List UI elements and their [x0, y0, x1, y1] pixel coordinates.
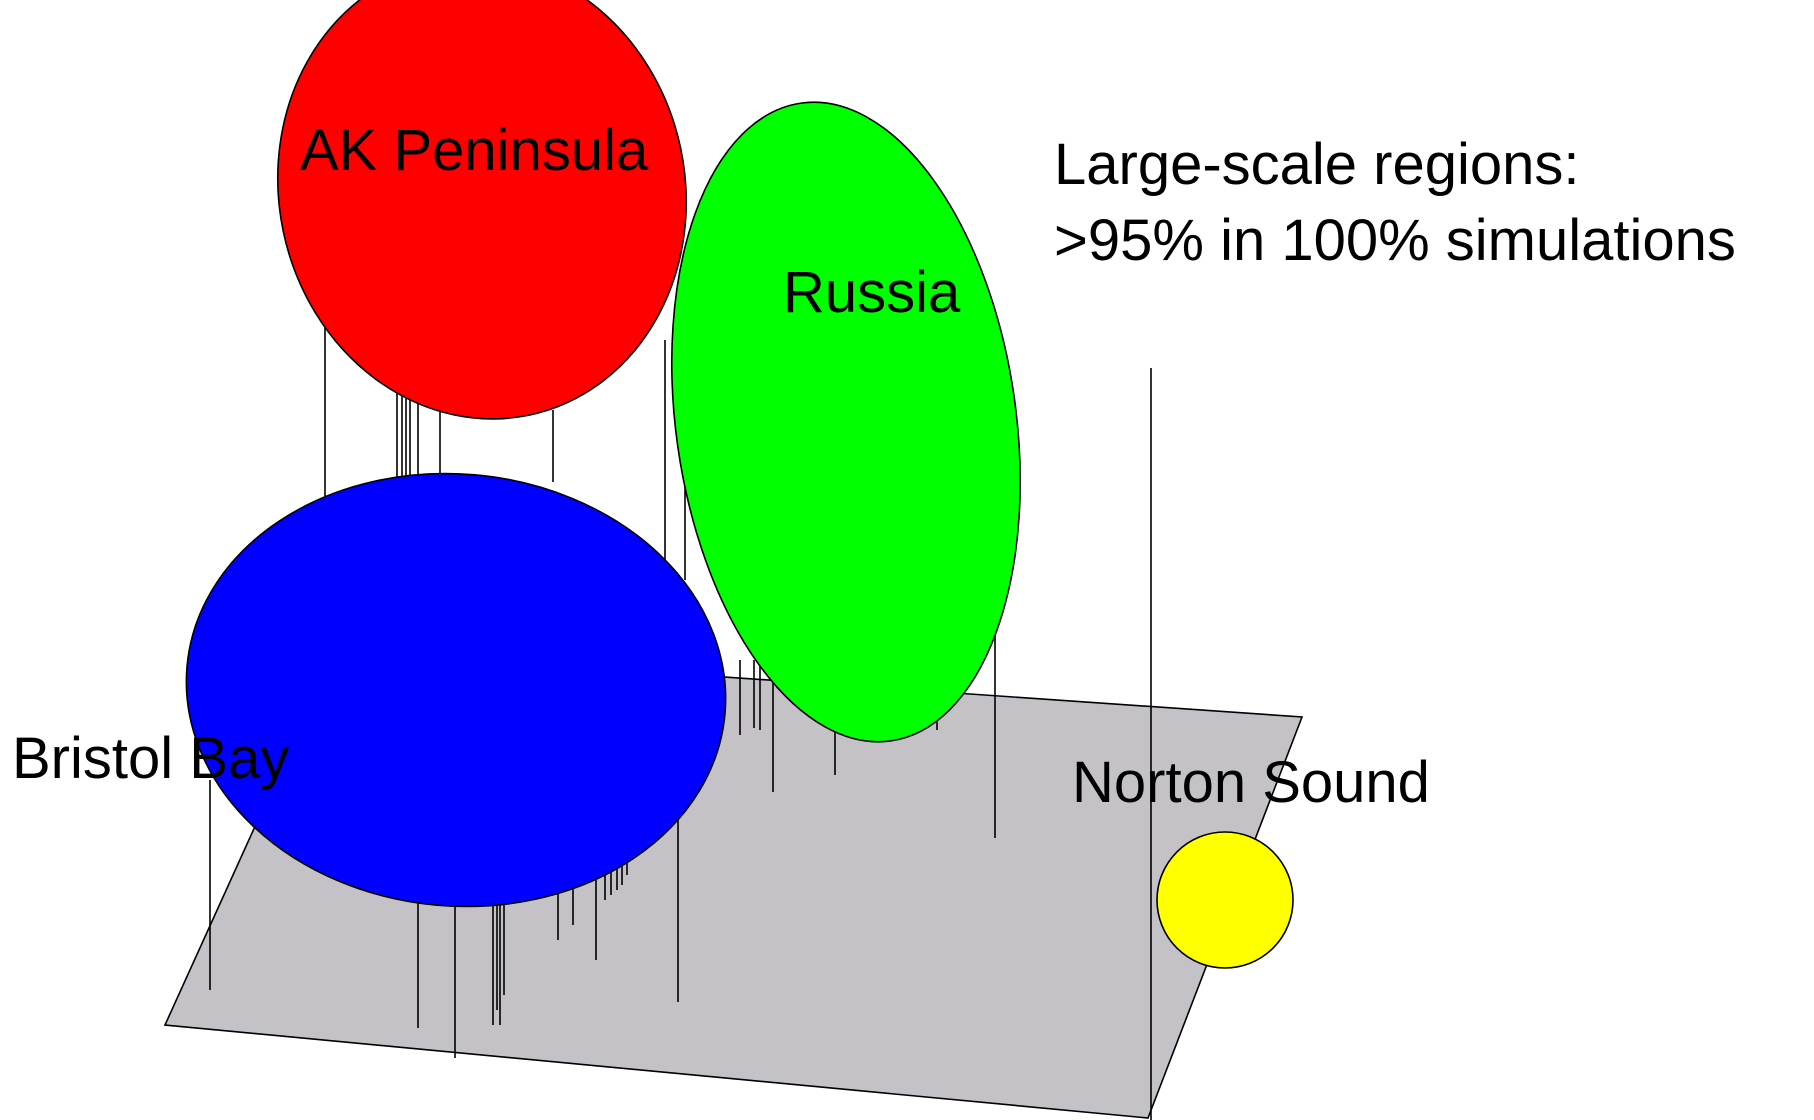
bristol-bay-label: Bristol Bay — [12, 726, 289, 791]
caption-line-1: Large-scale regions: — [1054, 132, 1580, 197]
bristol-bay-ellipse — [185, 472, 727, 908]
russia-ellipse — [670, 101, 1022, 743]
norton-sound-circle — [1156, 831, 1294, 969]
caption-line-2: >95% in 100% simulations — [1054, 208, 1736, 273]
ak-peninsula-label: AK Peninsula — [300, 118, 649, 183]
ak-peninsula-ellipse — [276, 0, 688, 420]
stems — [209, 320, 1152, 1120]
norton-sound-label: Norton Sound — [1072, 750, 1430, 815]
russia-label: Russia — [783, 260, 961, 325]
